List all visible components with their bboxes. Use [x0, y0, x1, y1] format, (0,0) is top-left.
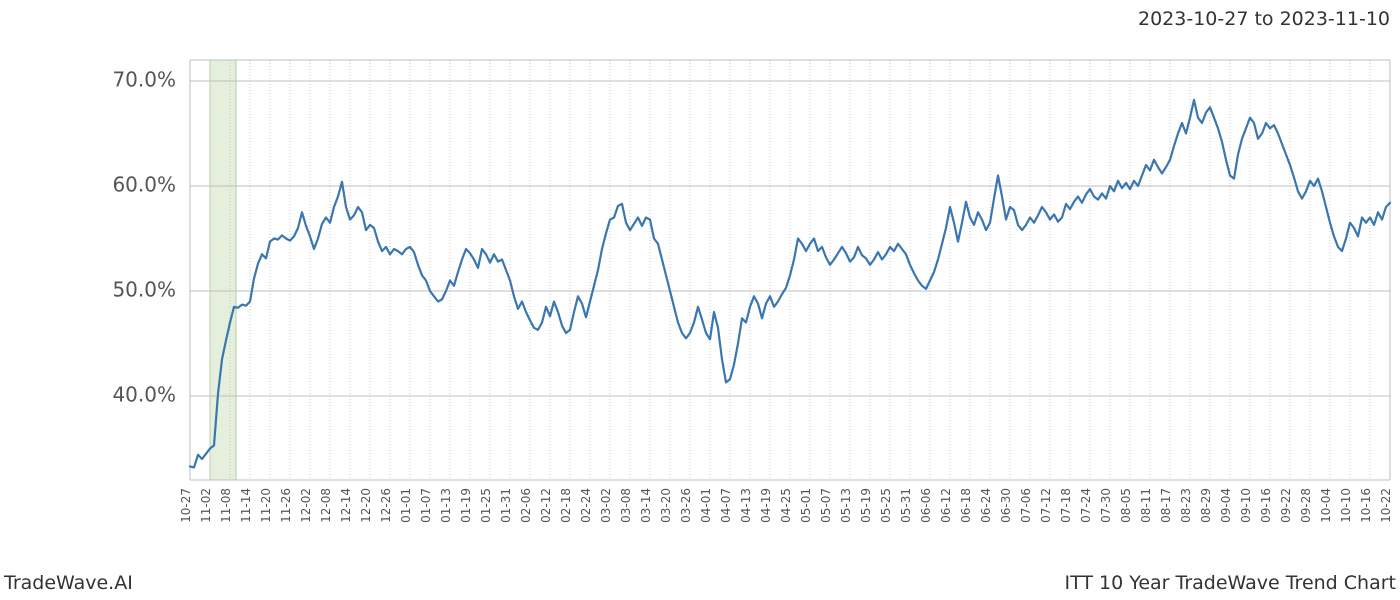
xtick-label: 12-20	[359, 488, 373, 523]
xtick-label: 10-22	[1379, 488, 1393, 523]
xtick-label: 06-12	[939, 488, 953, 523]
xtick-label: 06-18	[959, 488, 973, 523]
xtick-label: 05-07	[819, 488, 833, 523]
xtick-label: 03-20	[659, 488, 673, 523]
ytick-label: 40.0%	[112, 383, 176, 407]
xtick-label: 07-06	[1019, 488, 1033, 523]
xtick-label: 09-28	[1299, 488, 1313, 523]
xtick-label: 01-13	[439, 488, 453, 523]
xtick-label: 09-10	[1239, 488, 1253, 523]
xtick-label: 10-16	[1359, 488, 1373, 523]
xtick-label: 02-18	[559, 488, 573, 523]
xtick-label: 12-02	[299, 488, 313, 523]
xtick-label: 03-02	[599, 488, 613, 523]
trend-chart: 40.0% 50.0% 60.0% 70.0% 10-27 11-02 11-08 11-14…	[0, 0, 1400, 560]
xtick-label: 04-13	[739, 488, 753, 523]
xtick-label: 07-12	[1039, 488, 1053, 523]
xtick-label: 09-16	[1259, 488, 1273, 523]
xtick-label: 06-06	[919, 488, 933, 523]
xtick-label: 04-25	[779, 488, 793, 523]
xtick-label: 04-01	[699, 488, 713, 523]
xtick-label: 11-20	[259, 488, 273, 523]
xtick-label: 08-29	[1199, 488, 1213, 523]
xtick-label: 01-31	[499, 488, 513, 523]
xtick-label: 11-26	[279, 488, 293, 523]
xtick-label: 01-01	[399, 488, 413, 523]
xtick-label: 07-30	[1099, 488, 1113, 523]
xtick-label: 10-27	[179, 488, 193, 523]
chart-container: 2023-10-27 to 2023-11-10 40.0%50.0%60.0%…	[0, 0, 1400, 600]
ytick-label: 50.0%	[112, 278, 176, 302]
xtick-label: 05-25	[879, 488, 893, 523]
xtick-label: 05-19	[859, 488, 873, 523]
xtick-label: 01-19	[459, 488, 473, 523]
xtick-label: 04-07	[719, 488, 733, 523]
xtick-label: 07-24	[1079, 488, 1093, 523]
xtick-label: 02-06	[519, 488, 533, 523]
xtick-label: 04-19	[759, 488, 773, 523]
xtick-label: 02-24	[579, 488, 593, 523]
xtick-label: 07-18	[1059, 488, 1073, 523]
xtick-label: 08-23	[1179, 488, 1193, 523]
xtick-label: 06-24	[979, 488, 993, 523]
xtick-label: 03-14	[639, 488, 653, 523]
xtick-label: 05-13	[839, 488, 853, 523]
xtick-label: 10-04	[1319, 488, 1333, 523]
xtick-label: 02-12	[539, 488, 553, 523]
xtick-label: 11-08	[219, 488, 233, 523]
footer-title: ITT 10 Year TradeWave Trend Chart	[1065, 572, 1396, 594]
xtick-label: 10-10	[1339, 488, 1353, 523]
xtick-label: 09-22	[1279, 488, 1293, 523]
xtick-label: 09-04	[1219, 488, 1233, 523]
ytick-label: 70.0%	[112, 68, 176, 92]
xtick-label: 12-26	[379, 488, 393, 523]
xtick-label: 08-17	[1159, 488, 1173, 523]
xtick-label: 05-31	[899, 488, 913, 523]
highlight-band	[210, 60, 236, 480]
xtick-label: 11-14	[239, 488, 253, 523]
footer-brand: TradeWave.AI	[4, 572, 133, 594]
xtick-label: 11-02	[199, 488, 213, 523]
xtick-label: 01-25	[479, 488, 493, 523]
xtick-label: 08-05	[1119, 488, 1133, 523]
xtick-label: 05-01	[799, 488, 813, 523]
xtick-label: 06-30	[999, 488, 1013, 523]
xtick-label: 03-08	[619, 488, 633, 523]
xtick-label: 01-07	[419, 488, 433, 523]
xtick-label: 08-11	[1139, 488, 1153, 523]
xtick-label: 12-14	[339, 488, 353, 523]
ytick-label: 60.0%	[112, 173, 176, 197]
trend-line	[190, 100, 1390, 468]
xtick-label: 12-08	[319, 488, 333, 523]
xtick-label: 03-26	[679, 488, 693, 523]
